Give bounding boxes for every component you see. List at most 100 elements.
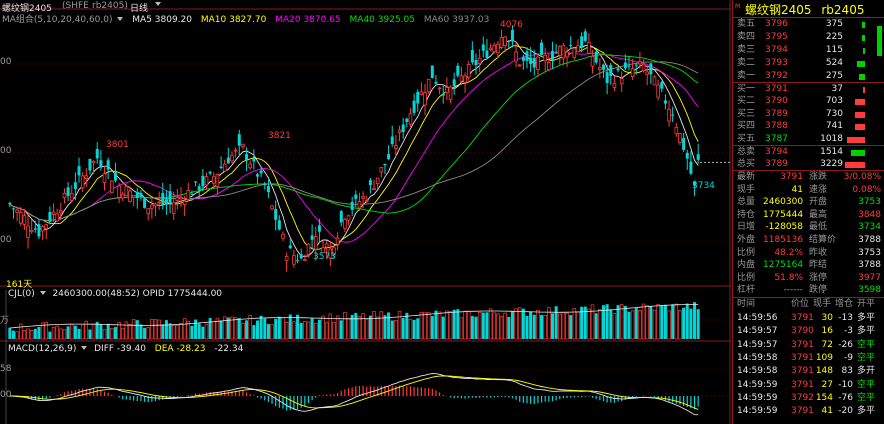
candle-body-down [66,187,70,196]
volume-bar [536,309,540,340]
stat-label: 比例 [737,247,756,258]
candle-body-up [59,210,63,214]
volume-bar [434,310,438,339]
candle-body-down [252,158,256,162]
bid-row[interactable]: 买四 3788 741 [733,120,884,133]
volume-bar [190,325,194,339]
volume-bar [678,309,682,340]
ma40-line [9,54,699,222]
candle-body-down [255,174,259,177]
stat-value: 1185136 [763,235,804,245]
bid-row[interactable]: 买三 3789 730 [733,108,884,121]
volume-legend-label[interactable]: CJL(0) [8,289,35,299]
trade-row[interactable]: 14:59:59 3791 41 -20 多平 [733,405,884,418]
chevron-down-icon[interactable] [39,291,46,295]
ma20-line [9,52,699,243]
bid-price: 3790 [765,96,788,107]
volume-bar [110,328,114,340]
chevron-down-icon[interactable] [117,17,124,21]
bid-row[interactable]: 买一 3791 37 [733,83,884,96]
axis-tick: 00 [0,235,12,245]
candle-body-up [128,190,132,202]
candle-body-up [598,67,602,71]
volume-bar [164,320,168,339]
stat-label: 总量 [737,197,756,208]
panel-scrollbar[interactable] [877,26,882,56]
ask-volume: 275 [825,71,843,81]
volume-bar [674,303,679,340]
candle-body-up [110,180,114,194]
candle-body-down [481,44,485,51]
macd-diff: DIFF -39.40 [94,344,146,354]
candle-body-up [80,175,85,189]
candle-body-up [171,202,176,214]
volume-bar [113,327,117,339]
candle-body-up [536,56,540,71]
ask-label: 卖四 [737,32,756,42]
volume-bar [423,311,427,340]
volume-bar [387,312,391,339]
ask-row[interactable]: 卖五 3796 375 [733,18,884,31]
candle-body-down [368,180,372,186]
kline-chart-svg[interactable] [0,0,731,424]
candle-body-up [419,91,424,95]
divider [733,82,884,83]
ask-volume: 225 [825,32,843,42]
trade-row[interactable]: 14:59:57 3790 16 -3 多平 [733,325,884,338]
candle-body-up [146,208,151,214]
candle-body-up [437,87,442,90]
trade-qty: 27 [821,379,833,390]
contract-code: rb2405) [92,1,128,11]
volume-bar [405,312,409,339]
trades-header-qty: 现手 [813,299,832,309]
volume-bar [543,314,547,340]
trade-change: -26 [838,339,853,350]
candle-body-down [99,160,103,168]
trade-row[interactable]: 14:59:57 3791 72 -26 空平 [733,339,884,352]
bid-row[interactable]: 买五 3787 1018 [733,133,884,146]
trade-row[interactable]: 14:59:58 3791 109 -9 空平 [733,352,884,365]
candle-body-down [139,193,143,197]
stat-row: 日增 -128058 最低 3734 [733,221,884,234]
contract-name[interactable]: 螺纹钢2405 [2,4,52,14]
candle-body-down [194,181,198,183]
stat-row: 内盘 1275164 昨结 3788 [733,259,884,272]
stat-label: 持仓 [737,209,756,220]
candle-body-down [401,124,405,133]
trade-row[interactable]: 14:59:59 3791 27 -10 空平 [733,379,884,392]
panel-contract-code: rb2405 [821,3,865,17]
trade-row[interactable]: 14:59:56 3791 30 -13 多平 [733,312,884,325]
chevron-down-icon[interactable] [155,2,161,6]
chevron-down-icon[interactable] [81,346,88,350]
total-price: 3789 [765,159,788,169]
candle-body-up [445,87,449,93]
candle-body-up [379,166,384,173]
kline-chart-area[interactable]: 螺纹钢2405 (SHFE rb2405) 日线 MA组合(5,10,20,40… [0,0,731,424]
volume-bar [248,315,252,340]
volume-bar [503,312,507,340]
bid-row[interactable]: 买二 3790 703 [733,95,884,108]
stat-row: 最新 3791 涨跌 3/0.08% [733,171,884,184]
ask-row[interactable]: 卖一 3792 275 [733,70,884,83]
candle-body-down [594,51,598,63]
ask-row[interactable]: 卖四 3795 225 [733,31,884,44]
trade-row[interactable]: 14:59:59 3792 154 -76 空平 [733,392,884,405]
bid-price: 3788 [765,121,788,132]
candle-body-down [550,51,554,60]
total-depth-bar [851,150,865,156]
trade-row[interactable]: 14:59:58 3791 148 83 多开 [733,365,884,378]
ask-row[interactable]: 卖二 3793 524 [733,57,884,70]
volume-bar [266,324,270,339]
macd-legend-label[interactable]: MACD(12,26,9) [8,344,77,354]
ask-price: 3794 [765,45,788,55]
stat-label: 涨停 [809,272,828,283]
ask-row[interactable]: 卖三 3794 115 [733,44,884,57]
stat-row: 外盘 1185136 结算价 3788 [733,234,884,247]
volume-bar [693,302,697,339]
candle-body-down [525,51,529,61]
candle-body-up [357,201,362,209]
period-selector[interactable]: 日线 [130,4,149,14]
bid-volume: 730 [825,108,843,119]
bid-volume: 703 [825,96,843,107]
volume-bar [120,327,125,340]
